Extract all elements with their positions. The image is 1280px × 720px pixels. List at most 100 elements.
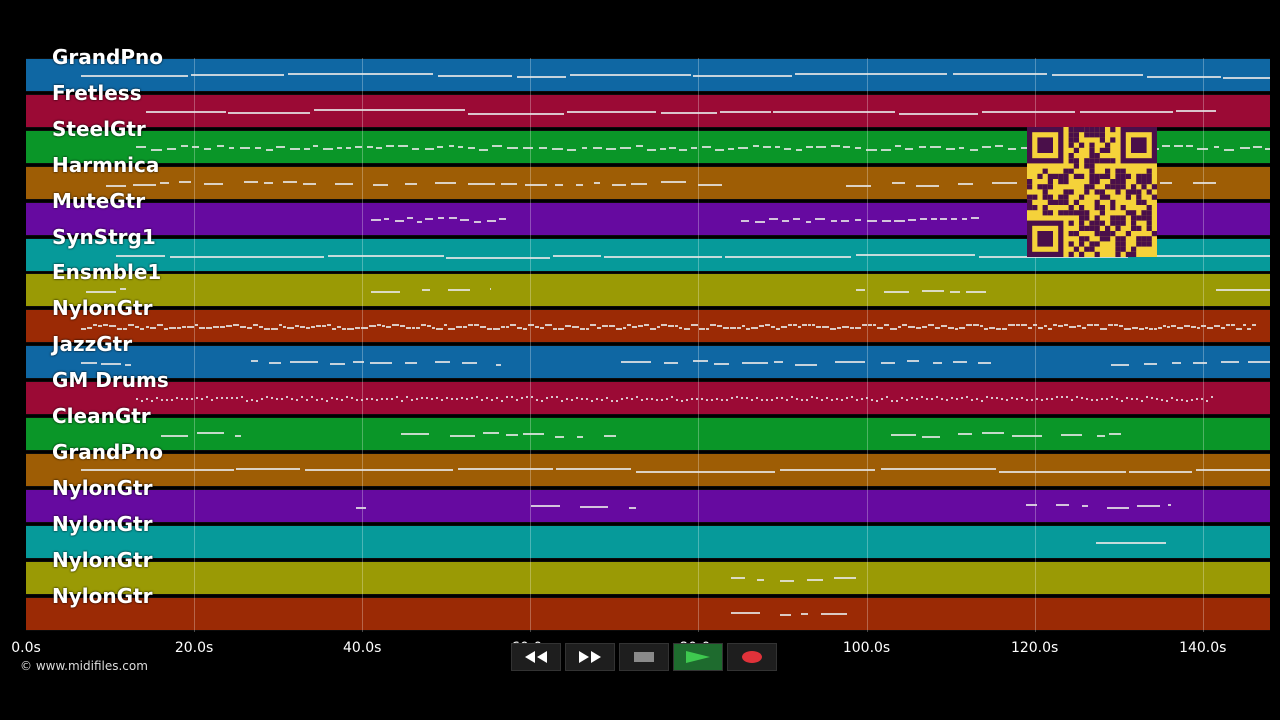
note-stroke (1056, 396, 1058, 399)
note-stroke (921, 396, 923, 399)
note-stroke (919, 217, 927, 220)
qr-code[interactable] (1027, 127, 1157, 257)
note-stroke (411, 399, 413, 402)
note-stroke (796, 398, 798, 401)
note-stroke (786, 399, 788, 402)
note-stroke (536, 399, 538, 402)
note-stroke (935, 327, 940, 330)
note-stroke (313, 108, 465, 111)
note-stroke (737, 327, 741, 330)
note-stroke (467, 324, 474, 327)
record-button[interactable] (727, 643, 777, 671)
note-stroke (128, 324, 135, 327)
note-stroke (331, 397, 333, 400)
note-stroke (1076, 396, 1078, 399)
note-stroke (527, 324, 535, 327)
note-stroke (1167, 503, 1171, 506)
note-stroke (281, 398, 283, 401)
note-stroke (846, 184, 872, 187)
note-stroke (467, 146, 475, 149)
record-icon (742, 651, 762, 663)
note-stroke (446, 256, 551, 259)
note-stroke (451, 398, 453, 401)
note-stroke (436, 397, 438, 400)
note-stroke (1146, 76, 1221, 78)
note-stroke (196, 397, 198, 400)
note-stroke (951, 397, 953, 400)
note-stroke (835, 361, 865, 364)
fast-forward-button[interactable] (565, 643, 615, 671)
note-stroke (986, 396, 988, 399)
note-stroke (698, 328, 706, 331)
note-stroke (1216, 289, 1270, 292)
note-stroke (157, 324, 164, 327)
note-stroke (301, 396, 303, 399)
note-stroke (1020, 146, 1029, 149)
note-stroke (437, 216, 445, 219)
note-stroke (1081, 397, 1083, 400)
note-stroke (427, 325, 431, 328)
time-tick-label: 0.0s (11, 640, 41, 656)
note-stroke (416, 327, 420, 330)
note-stroke (381, 398, 383, 401)
track-lane (26, 524, 1270, 559)
note-stroke (125, 364, 131, 367)
note-stroke (1220, 327, 1226, 330)
note-stroke (1064, 324, 1068, 327)
note-stroke (546, 397, 548, 400)
note-stroke (978, 362, 991, 365)
note-stroke (1001, 398, 1003, 401)
note-stroke (1157, 327, 1162, 330)
note-stroke (177, 327, 181, 330)
note-stroke (509, 324, 516, 327)
note-stroke (161, 399, 163, 402)
note-stroke (371, 398, 373, 401)
note-stroke (581, 146, 588, 149)
stop-button[interactable] (619, 643, 669, 671)
note-stroke (932, 362, 943, 365)
note-stroke (156, 397, 158, 400)
note-stroke (577, 436, 584, 438)
note-stroke (422, 289, 430, 292)
note-stroke (636, 470, 775, 473)
note-stroke (636, 396, 638, 399)
note-stroke (737, 146, 749, 149)
note-stroke (927, 324, 935, 327)
note-stroke (287, 327, 294, 330)
note-stroke (81, 75, 189, 77)
note-stroke (1162, 325, 1166, 328)
rewind-button[interactable] (511, 643, 561, 671)
note-stroke (840, 219, 850, 222)
note-stroke (989, 327, 995, 330)
note-stroke (656, 399, 658, 402)
note-stroke (557, 328, 564, 331)
note-stroke (1061, 396, 1063, 399)
note-stroke (1174, 144, 1183, 147)
note-stroke (779, 613, 792, 616)
note-stroke (1176, 327, 1184, 330)
note-stroke (278, 324, 283, 327)
note-stroke (612, 183, 627, 186)
note-stroke (780, 468, 876, 471)
note-stroke (594, 181, 601, 184)
note-stroke (290, 147, 301, 150)
time-tick-label: 20.0s (174, 640, 214, 656)
note-stroke (326, 400, 328, 403)
note-stroke (251, 399, 253, 402)
note-stroke (294, 325, 300, 328)
note-stroke (334, 182, 354, 185)
note-stroke (135, 326, 139, 329)
note-stroke (884, 291, 910, 294)
note-stroke (491, 399, 493, 402)
note-stroke (361, 327, 368, 330)
note-stroke (891, 434, 916, 436)
note-stroke (511, 396, 513, 399)
note-stroke (204, 147, 211, 150)
play-button[interactable] (673, 643, 723, 671)
note-stroke (81, 328, 86, 331)
note-stroke (641, 399, 643, 402)
note-stroke (951, 217, 957, 220)
note-stroke (405, 327, 411, 330)
track-label: GM Drums (52, 368, 169, 393)
note-stroke (531, 396, 533, 399)
